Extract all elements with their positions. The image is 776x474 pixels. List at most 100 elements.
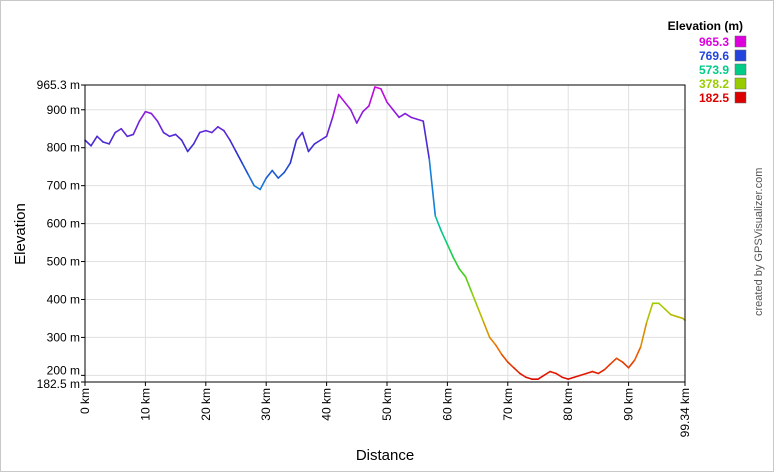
profile-segment [506, 361, 515, 369]
profile-segment [156, 120, 165, 134]
y-tick-label: 182.5 m [37, 377, 80, 391]
profile-segment [404, 112, 412, 119]
legend-value: 573.9 [699, 63, 729, 77]
profile-segment [452, 256, 461, 270]
x-tick-label: 30 km [259, 388, 273, 421]
profile-segment [229, 139, 237, 153]
legend-value: 182.5 [699, 91, 729, 105]
profile-segment [307, 143, 316, 153]
x-tick-label: 70 km [501, 388, 515, 421]
legend-value: 769.6 [699, 49, 729, 63]
profile-segment [211, 126, 219, 134]
profile-segment [289, 139, 298, 164]
profile-segment [549, 370, 557, 375]
profile-segment [343, 101, 352, 111]
profile-segment [513, 366, 521, 375]
profile-segment [132, 120, 141, 136]
profile-segment [204, 129, 213, 134]
profile-segment [585, 370, 594, 375]
profile-segment [476, 306, 485, 324]
y-tick-label: 965.3 m [37, 78, 80, 92]
profile-segment [114, 127, 123, 134]
profile-segment [446, 243, 455, 259]
profile-segment [380, 88, 388, 103]
legend-swatch [734, 91, 747, 104]
profile-segment [120, 127, 129, 138]
profile-segment [410, 116, 418, 121]
profile-segment [217, 126, 225, 132]
profile-segment [96, 135, 104, 143]
profile-segment [362, 105, 370, 113]
profile-segment [627, 359, 636, 369]
profile-segment [615, 357, 624, 363]
profile-segment [126, 133, 135, 138]
profile-segment [676, 315, 684, 320]
profile-segment [349, 108, 358, 124]
profile-segment [259, 177, 267, 191]
profile-segment [150, 112, 159, 122]
legend-swatch [734, 77, 747, 90]
profile-segment [664, 308, 672, 316]
x-tick-label: 10 km [138, 388, 152, 421]
profile-segment [331, 93, 340, 119]
profile-segment [283, 162, 292, 174]
x-tick-label: 0 km [78, 388, 92, 414]
profile-segment [670, 313, 678, 318]
profile-segment [313, 139, 322, 145]
profile-segment [108, 131, 116, 145]
y-tick-label: 600 m [47, 217, 80, 231]
profile-segment [639, 321, 648, 348]
legend-value: 378.2 [699, 77, 729, 91]
profile-segment [519, 372, 527, 379]
profile-segment [645, 302, 654, 324]
profile-segment [482, 321, 491, 339]
profile-segment [464, 275, 473, 293]
profile-segment [198, 129, 207, 134]
profile-segment [325, 116, 334, 138]
legend-swatch [734, 63, 747, 76]
legend-swatch [734, 35, 747, 48]
legend-title: Elevation (m) [668, 19, 743, 33]
profile-segment [241, 162, 249, 176]
x-axis-title: Distance [356, 447, 414, 464]
profile-segment [337, 93, 346, 103]
profile-segment [428, 158, 437, 217]
profile-segment [84, 139, 92, 147]
x-tick-label: 99.34 km [678, 388, 692, 437]
profile-segment [488, 336, 497, 346]
y-tick-label: 200 m [47, 363, 80, 377]
profile-segment [392, 108, 400, 119]
profile-segment [597, 368, 606, 375]
profile-segment [368, 86, 376, 107]
profile-segment [386, 101, 394, 111]
profile-segment [537, 374, 545, 380]
profile-segment [422, 120, 431, 160]
profile-segment [603, 363, 612, 371]
profile-segment [567, 376, 576, 380]
profile-segment [579, 372, 588, 377]
profile-segment [500, 353, 509, 363]
y-tick-label: 500 m [47, 255, 80, 269]
x-axis-ticks: 0 km 10 km 20 km 30 km 40 km 50 km 60 km 70 km 8… [78, 382, 692, 437]
profile-segment [253, 184, 261, 191]
y-tick-label: 300 m [47, 330, 80, 344]
y-tick-label: 900 m [47, 103, 80, 117]
profile-segment [440, 230, 449, 246]
plot-border [84, 84, 686, 383]
profile-segment [90, 135, 98, 147]
profile-segment [174, 133, 183, 141]
plot-area [85, 85, 685, 382]
profile-segment [657, 302, 666, 310]
y-tick-label: 400 m [47, 292, 80, 306]
profile-segment [591, 370, 600, 375]
profile-segment [609, 357, 618, 365]
profile-segment [186, 143, 195, 153]
profile-segment [235, 150, 243, 164]
x-tick-label: 60 km [440, 388, 454, 421]
profile-segment [561, 376, 569, 380]
x-tick-label: 20 km [199, 388, 213, 421]
profile-segment [271, 169, 280, 179]
